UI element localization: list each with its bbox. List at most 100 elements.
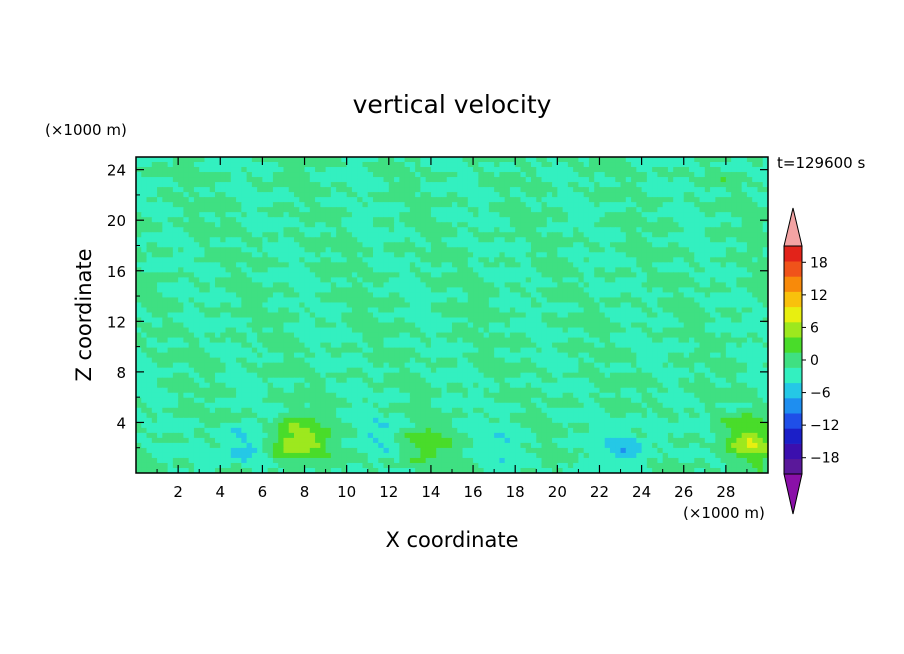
field-cell (346, 362, 353, 369)
field-cell (546, 347, 553, 354)
field-cell (283, 362, 290, 369)
field-cell (199, 322, 206, 329)
field-cell (483, 187, 490, 193)
field-cell (636, 217, 643, 223)
field-cell (704, 332, 711, 339)
field-cell (488, 252, 495, 258)
field-cell (394, 257, 400, 263)
field-cell (715, 342, 722, 349)
field-cell (483, 327, 490, 334)
field-cell (552, 342, 558, 349)
field-cell (657, 317, 664, 324)
field-cell (499, 232, 506, 238)
field-cell (667, 342, 674, 349)
field-cell (336, 312, 342, 319)
field-cell (409, 297, 416, 304)
field-cell (388, 187, 395, 193)
field-cell (151, 207, 158, 213)
field-cell (704, 307, 711, 314)
field-cell (499, 182, 506, 188)
field-cell (315, 332, 321, 339)
field-cell (204, 227, 211, 233)
field-cell (541, 217, 548, 223)
field-cell (162, 242, 169, 248)
field-cell (441, 307, 448, 314)
field-cell (141, 307, 148, 314)
field-cell (504, 212, 511, 218)
field-cell (678, 227, 685, 233)
field-cell (172, 287, 179, 294)
field-cell (362, 202, 369, 208)
field-cell (404, 212, 411, 218)
field-cell (578, 287, 585, 294)
field-cell (367, 237, 374, 243)
field-cell (283, 257, 290, 263)
field-cell (473, 237, 479, 243)
field-cell (246, 262, 253, 268)
field-cell (167, 222, 174, 228)
field-cell (457, 197, 464, 203)
field-cell (615, 262, 622, 268)
field-cell (178, 257, 184, 263)
field-cell (694, 157, 701, 163)
field-cell (215, 222, 221, 228)
field-cell (230, 267, 237, 273)
field-cell (536, 222, 543, 228)
field-cell (188, 197, 195, 203)
field-cell (699, 307, 706, 314)
field-cell (562, 212, 569, 218)
field-cell (652, 272, 658, 278)
field-cell (610, 307, 616, 314)
field-cell (473, 172, 479, 178)
field-cell (509, 242, 516, 248)
field-cell (631, 192, 637, 198)
field-cell (241, 172, 248, 178)
field-cell (594, 327, 601, 334)
field-cell (457, 262, 464, 268)
field-cell (631, 212, 637, 218)
field-cell (562, 217, 569, 223)
field-cell (615, 352, 622, 359)
field-cell (315, 172, 321, 178)
field-cell (657, 212, 664, 218)
field-cell (625, 357, 632, 364)
field-cell (220, 272, 227, 278)
field-cell (615, 187, 622, 193)
field-cell (578, 317, 585, 324)
field-cell (541, 242, 548, 248)
field-cell (278, 237, 285, 243)
field-cell (736, 157, 743, 163)
field-cell (209, 237, 216, 243)
field-cell (567, 232, 574, 238)
field-cell (199, 252, 206, 258)
field-cell (246, 272, 253, 278)
field-cell (241, 292, 248, 299)
field-cell (430, 182, 437, 188)
field-cell (488, 242, 495, 248)
field-cell (425, 307, 432, 314)
field-cell (446, 282, 453, 289)
field-cell (504, 207, 511, 213)
field-cell (262, 277, 269, 283)
field-cell (162, 222, 169, 228)
field-cell (689, 162, 695, 168)
field-cell (341, 227, 348, 233)
field-cell (299, 167, 306, 173)
field-cell (710, 307, 716, 314)
field-cell (373, 222, 379, 228)
field-cell (441, 337, 448, 344)
field-cell (509, 267, 516, 273)
field-cell (615, 252, 622, 258)
field-cell (694, 232, 701, 238)
field-cell (573, 292, 579, 299)
field-cell (541, 257, 548, 263)
field-cell (378, 267, 385, 273)
field-cell (757, 307, 764, 314)
field-cell (220, 322, 227, 329)
field-cell (188, 262, 195, 268)
field-cell (652, 242, 658, 248)
field-cell (330, 337, 337, 344)
field-cell (662, 337, 669, 344)
field-cell (699, 167, 706, 173)
field-cell (151, 272, 158, 278)
